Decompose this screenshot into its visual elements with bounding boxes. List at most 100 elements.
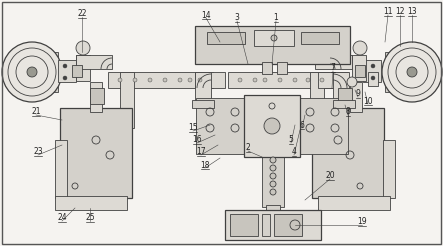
Circle shape [347,77,357,87]
Circle shape [148,78,152,82]
Bar [266,205,280,215]
Circle shape [271,35,277,41]
Circle shape [118,78,122,82]
Bar [262,62,272,74]
Circle shape [278,78,282,82]
Text: 12: 12 [395,7,405,16]
Bar [72,65,82,77]
Circle shape [407,67,417,77]
Bar [196,98,248,154]
Text: 25: 25 [85,214,95,222]
Bar [274,214,302,236]
Text: 11: 11 [383,7,393,16]
Circle shape [263,78,267,82]
Bar [363,60,381,82]
Bar [312,108,384,198]
Bar [90,82,102,112]
Circle shape [270,181,276,187]
Bar [315,55,352,69]
Text: 7: 7 [330,63,335,73]
Bar [350,82,362,112]
Circle shape [371,76,375,80]
Circle shape [27,67,37,77]
Bar [76,55,112,69]
Bar [318,72,348,88]
Text: 16: 16 [192,136,202,144]
Bar [368,72,378,86]
Bar [262,214,270,236]
Circle shape [270,165,276,171]
Text: 10: 10 [363,96,373,106]
Text: 15: 15 [188,123,198,133]
Circle shape [163,78,167,82]
Text: 4: 4 [291,148,296,156]
Text: 6: 6 [299,121,304,129]
Circle shape [188,78,192,82]
Text: 19: 19 [357,217,367,227]
Text: 20: 20 [325,171,335,181]
Circle shape [178,78,182,82]
Bar [355,65,365,77]
Bar [277,62,287,74]
Text: 21: 21 [31,108,41,117]
Bar [310,72,324,128]
Text: 2: 2 [245,143,250,153]
Circle shape [320,78,324,82]
Bar [333,100,355,108]
Circle shape [198,78,202,82]
Circle shape [238,78,242,82]
Circle shape [270,157,276,163]
Circle shape [306,78,310,82]
Circle shape [382,42,442,102]
Bar [352,55,366,81]
Text: 9: 9 [356,90,361,98]
Text: 5: 5 [288,136,293,144]
Text: 1: 1 [274,14,278,22]
Circle shape [353,41,367,55]
Circle shape [76,41,90,55]
Bar [225,210,321,240]
Bar [76,55,90,81]
Text: 14: 14 [201,11,211,19]
Bar [120,72,134,128]
Bar [338,88,352,104]
Bar [192,100,214,108]
Text: 24: 24 [57,214,67,222]
Bar [195,72,225,88]
Bar [244,95,300,157]
Text: 3: 3 [234,14,239,22]
Text: 23: 23 [33,148,43,156]
Circle shape [253,78,257,82]
Text: 22: 22 [77,10,87,18]
Bar [301,32,339,44]
Bar [90,88,104,104]
Bar [318,196,390,210]
Circle shape [63,64,67,68]
Circle shape [270,173,276,179]
Bar [60,108,132,198]
Bar [262,155,284,207]
Bar [333,72,349,102]
Bar [230,214,258,236]
Circle shape [270,189,276,195]
Circle shape [293,78,297,82]
Bar [207,32,245,44]
Circle shape [133,78,137,82]
Text: 13: 13 [407,7,417,16]
Bar [296,98,348,154]
Bar [55,140,67,198]
Bar [30,52,58,92]
Text: 18: 18 [200,160,210,169]
Circle shape [264,118,280,134]
Circle shape [2,42,62,102]
Bar [58,60,76,82]
Bar [108,72,213,88]
Bar [228,72,333,88]
Bar [195,72,211,102]
Text: 8: 8 [346,108,350,117]
Bar [55,196,127,210]
Bar [383,140,395,198]
Circle shape [63,76,67,80]
Circle shape [371,64,375,68]
Bar [195,26,350,64]
